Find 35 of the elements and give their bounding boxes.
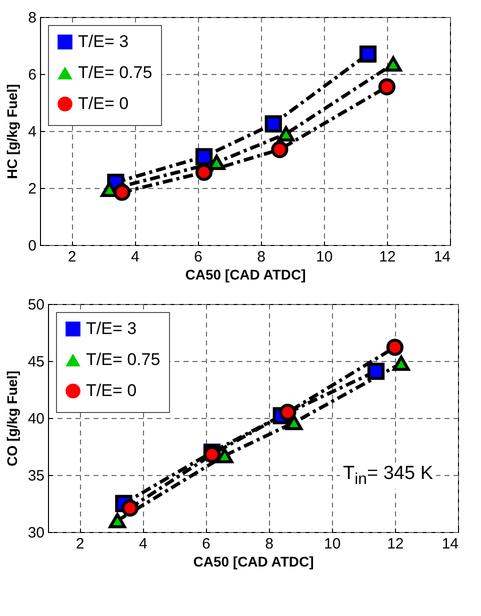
y-tick-label: 50 bbox=[28, 296, 44, 314]
x-tick-label: 14 bbox=[434, 248, 450, 266]
legend-label: T/E= 0 bbox=[86, 381, 137, 400]
x-tick-label: 10 bbox=[316, 248, 333, 266]
legend-label: T/E= 0.75 bbox=[78, 63, 152, 82]
y-axis-title: HC [g/kg Fuel] bbox=[4, 84, 20, 179]
legend-label: T/E= 3 bbox=[86, 319, 137, 338]
y-tick-label: 8 bbox=[28, 10, 36, 26]
x-tick-label: 10 bbox=[324, 536, 341, 552]
x-axis-title: CA50 [CAD ATDC] bbox=[185, 266, 306, 282]
y-tick-label: 6 bbox=[28, 66, 36, 84]
y-axis-title: CO [g/kg Fuel] bbox=[4, 370, 20, 466]
x-tick-label: 8 bbox=[265, 536, 274, 552]
x-tick-label: 4 bbox=[130, 248, 140, 266]
x-tick-label: 8 bbox=[257, 248, 266, 266]
x-tick-label: 14 bbox=[442, 536, 458, 552]
y-tick-label: 0 bbox=[28, 238, 36, 254]
y-tick-label: 35 bbox=[28, 468, 44, 484]
x-tick-label: 6 bbox=[202, 536, 210, 552]
x-tick-label: 12 bbox=[387, 536, 404, 552]
x-tick-label: 2 bbox=[68, 248, 76, 266]
x-tick-label: 6 bbox=[194, 248, 202, 266]
y-tick-label: 45 bbox=[28, 354, 44, 370]
x-tick-label: 12 bbox=[379, 248, 396, 266]
legend-label: T/E= 0 bbox=[78, 94, 129, 113]
x-axis-title: CA50 [CAD ATDC] bbox=[193, 554, 314, 570]
x-tick-label: 2 bbox=[76, 536, 84, 552]
y-tick-label: 2 bbox=[28, 180, 36, 198]
y-tick-label: 40 bbox=[28, 410, 44, 428]
y-tick-label: 30 bbox=[28, 524, 44, 542]
annotation: T$_{in}$= 345 K bbox=[340, 463, 436, 489]
y-tick-label: 4 bbox=[28, 124, 36, 140]
x-tick-label: 4 bbox=[138, 536, 148, 552]
legend-label: T/E= 3 bbox=[78, 32, 129, 51]
legend-label: T/E= 0.75 bbox=[86, 350, 160, 369]
